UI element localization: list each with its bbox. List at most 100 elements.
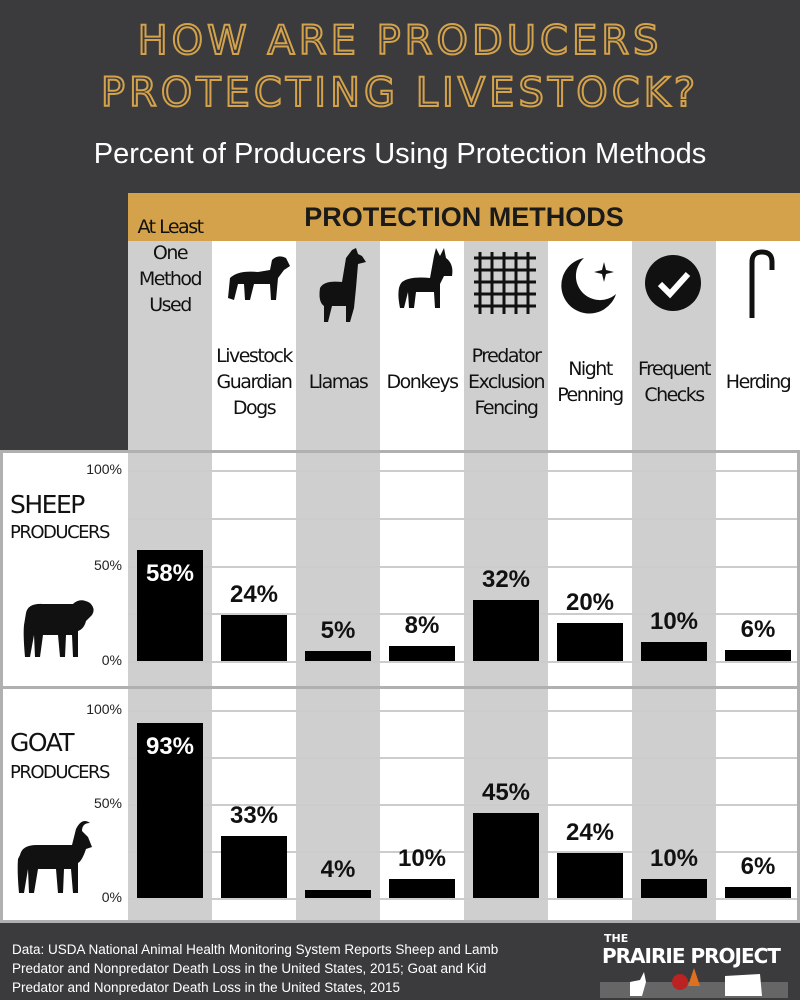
bar <box>641 879 707 898</box>
method-label-line: Predator <box>471 345 542 367</box>
moon-star-icon <box>561 257 616 313</box>
gridline <box>128 757 800 759</box>
shepherd-crook-icon <box>749 248 775 318</box>
icon-wrap <box>548 247 632 322</box>
sheep-panel <box>0 450 800 689</box>
bar <box>473 813 539 898</box>
data-label: 6% <box>740 852 776 880</box>
check-circle-icon <box>645 254 701 311</box>
title-line-2: PROTECTING LIVESTOCK? <box>100 69 700 117</box>
goat-label: GOAT <box>10 728 75 757</box>
method-label: Herding <box>716 317 800 447</box>
gridline <box>128 898 800 900</box>
icon-wrap <box>296 247 380 322</box>
llama-icon <box>319 247 366 322</box>
gridline <box>128 710 800 712</box>
column-bg <box>380 241 464 921</box>
data-label: 10% <box>649 607 699 635</box>
bar <box>641 641 707 661</box>
icon-wrap <box>464 247 548 322</box>
sheep-icon <box>23 600 94 657</box>
data-label: 5% <box>320 617 356 645</box>
gridline <box>128 565 800 568</box>
y-tick-label: 100% <box>86 461 122 477</box>
data-label: 4% <box>320 856 356 884</box>
bar <box>389 645 455 661</box>
bar <box>389 879 455 898</box>
data-label: 45% <box>481 779 531 807</box>
bar <box>557 622 623 661</box>
bar <box>725 886 791 898</box>
column-bg <box>212 241 296 921</box>
y-tick-label: 50% <box>93 795 122 811</box>
donkey-icon <box>398 247 453 308</box>
column-bg <box>296 241 380 921</box>
bar <box>137 723 203 898</box>
gridline <box>128 851 800 853</box>
bar <box>725 649 791 661</box>
data-label: 93% <box>145 733 195 761</box>
fence-grid-icon <box>474 251 536 314</box>
subtitle: Percent of Producers Using Protection Me… <box>93 138 707 170</box>
method-label-line: Used <box>149 294 192 316</box>
method-header: Frequent Checks <box>632 241 716 441</box>
data-label: 10% <box>649 845 699 873</box>
bar <box>557 852 623 898</box>
y-tick-label: 0% <box>101 652 122 668</box>
data-label: 33% <box>229 801 279 829</box>
logo-grass-animals-icon <box>600 968 788 998</box>
data-label: 32% <box>481 565 531 593</box>
data-label: 24% <box>229 581 279 609</box>
icon-wrap <box>716 247 800 322</box>
method-label: Predator Exclusion Fencing <box>464 317 548 447</box>
method-label-line: Method <box>138 268 203 290</box>
method-label-line: Fencing <box>474 397 539 419</box>
method-label-line: Checks <box>644 384 705 406</box>
method-header: Predator Exclusion Fencing <box>464 241 548 441</box>
logo-name: PRAIRIE PROJECT <box>602 944 781 968</box>
method-header: Donkeys <box>380 241 464 441</box>
method-label-line: Dogs <box>232 397 277 419</box>
bar <box>137 550 203 661</box>
method-header: Herding <box>716 241 800 441</box>
data-label: 8% <box>404 611 440 639</box>
method-label-line: At Least <box>137 216 204 238</box>
y-tick-label: 0% <box>101 889 122 905</box>
method-header: Night Penning <box>548 241 632 441</box>
method-label: Frequent Checks <box>632 317 716 447</box>
data-label: 58% <box>145 560 195 588</box>
y-tick-label: 100% <box>86 701 122 717</box>
dog-icon <box>228 255 290 300</box>
method-label-line: Exclusion <box>467 371 546 393</box>
method-header: At Least One Method Used <box>128 216 212 441</box>
method-label-line: Penning <box>557 384 624 406</box>
logo-the: THE <box>604 932 629 945</box>
data-label: 6% <box>740 615 776 643</box>
gridline <box>128 613 800 616</box>
column-bg <box>716 241 800 921</box>
protection-methods-header: PROTECTION METHODS <box>128 193 800 241</box>
bar <box>221 835 287 898</box>
method-label: Livestock Guardian Dogs <box>212 317 296 447</box>
gridline <box>128 517 800 520</box>
method-label: Llamas <box>296 317 380 447</box>
method-label-line: One <box>152 242 189 264</box>
bar <box>473 599 539 661</box>
method-label-line: Frequent <box>638 358 711 380</box>
gridline <box>128 804 800 806</box>
method-label-line: Night <box>568 358 613 380</box>
method-label: Night Penning <box>548 317 632 447</box>
data-label: 20% <box>565 588 615 616</box>
data-source-footer: Data: USDA National Animal Health Monito… <box>12 942 499 995</box>
title-line-1: HOW ARE PRODUCERS <box>137 17 663 65</box>
goat-icon <box>17 821 93 893</box>
method-label-line: Livestock <box>216 345 293 367</box>
sheep-label: SHEEP <box>10 490 85 519</box>
method-label-line: Donkeys <box>386 371 459 393</box>
method-label: Donkeys <box>380 317 464 447</box>
column-bg <box>464 241 548 921</box>
gridline <box>128 661 800 663</box>
bar <box>221 615 287 661</box>
goat-sublabel: PRODUCERS <box>10 762 110 783</box>
prairie-project-logo: THE PRAIRIE PROJECT <box>600 932 788 998</box>
